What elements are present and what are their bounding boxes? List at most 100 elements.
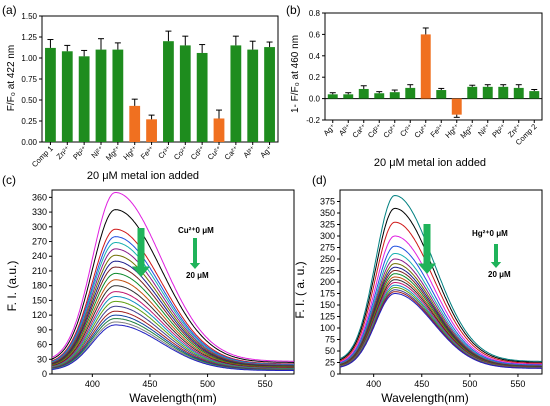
y-tick-label: 0.0 (309, 95, 321, 104)
x-tick-label: Ag⁺ (258, 144, 274, 160)
x-tick-label: Mg²⁺ (104, 144, 122, 162)
y-tick-label: 100 (320, 323, 335, 333)
y-tick-label: 1.50 (21, 12, 37, 21)
bar (129, 105, 141, 142)
x-tick-label: Cr³⁺ (156, 144, 173, 161)
series-line (340, 235, 542, 365)
bar (146, 119, 157, 142)
panel-label-d: (d) (312, 173, 327, 187)
y-tick-label: 90 (37, 325, 47, 335)
bar (78, 56, 90, 142)
bar (389, 92, 400, 99)
x-tick-label: Al³⁺ (337, 122, 353, 138)
x-tick-label: Ca²⁺ (223, 144, 241, 162)
y-tick-label: 325 (320, 220, 335, 230)
ylabel-a: F/F₀ at 422 nm (6, 45, 17, 111)
y-tick-label: 225 (320, 266, 335, 276)
y-tick-label: 210 (32, 266, 47, 276)
series-line (340, 194, 542, 362)
y-tick-label: 0.8 (309, 9, 321, 18)
y-tick-label: 275 (320, 243, 335, 253)
bar (513, 87, 524, 99)
series-line (340, 207, 542, 363)
panel-label-c: (c) (2, 173, 16, 187)
bar (213, 118, 225, 142)
annotation-cu-bottom: 20 μM (186, 271, 209, 280)
plot-frame (41, 15, 279, 143)
x-tick-label: Ni²⁺ (476, 122, 492, 138)
y-tick-label: 200 (320, 277, 335, 287)
bar (327, 94, 338, 99)
x-tick-label: Co²⁺ (172, 144, 190, 162)
annotation-hg-top: Hg²⁺0 μM (472, 229, 508, 238)
y-tick-label: 0.50 (21, 96, 37, 105)
y-tick-label: -0.2 (306, 116, 320, 125)
ylabel-b: 1- F/F₀ at 460 nm (290, 35, 301, 113)
decrease-arrow-small-icon (490, 244, 502, 268)
x-tick-label: Mg²⁺ (458, 122, 476, 140)
y-tick-label: 30 (37, 354, 47, 364)
x-tick-label: Fe³⁺ (139, 144, 156, 161)
y-tick-label: 250 (320, 254, 335, 264)
x-tick-label: 550 (258, 379, 273, 389)
y-tick-label: 75 (325, 335, 335, 345)
series-line (52, 248, 294, 366)
y-tick-label: 50 (325, 346, 335, 356)
bar (163, 41, 174, 143)
series-line (52, 254, 294, 367)
x-tick-label: Hg²⁺ (443, 122, 461, 140)
bar (405, 87, 416, 99)
series-line (52, 228, 294, 365)
y-tick-label: 0.00 (21, 138, 37, 147)
y-tick-label: 120 (32, 310, 47, 320)
bar (451, 98, 462, 115)
series-group (52, 192, 294, 371)
x-tick-label: Zn²⁺ (55, 144, 72, 161)
xlabel-b: 20 μM metal ion added (374, 157, 486, 169)
x-tick-label: Ag⁺ (322, 122, 338, 138)
decrease-arrow-small-icon (189, 238, 201, 269)
x-tick-label: Fe³⁺ (429, 122, 446, 139)
bar (196, 52, 208, 142)
plot-frame (324, 12, 543, 121)
x-tick-label: 450 (142, 379, 157, 389)
y-tick-label: 330 (32, 207, 47, 217)
x-tick-label: Co²⁺ (381, 122, 399, 140)
x-tick-label: 450 (414, 379, 429, 389)
x-tick-label: Pb²⁺ (490, 122, 507, 139)
y-tick-label: 60 (37, 340, 47, 350)
bar (179, 45, 191, 142)
bar (436, 90, 447, 99)
decrease-arrow-icon (131, 228, 151, 277)
y-tick-label: 150 (320, 300, 335, 310)
panel-label-a: (a) (2, 3, 17, 17)
x-tick-label: Cd²⁺ (189, 144, 207, 162)
xlabel-c: Wavelength(nm) (129, 391, 217, 405)
xlabel-d: Wavelength(nm) (381, 391, 469, 405)
y-tick-label: 0.6 (309, 30, 321, 39)
ylabel-c: F. I. (a.u.) (5, 261, 19, 312)
x-tick-label: Ni²⁺ (89, 144, 105, 160)
bar (264, 47, 275, 142)
bar (358, 88, 369, 99)
annotation-hg-bottom: 20 μM (488, 270, 511, 279)
series-line (52, 266, 294, 367)
y-tick-label: 180 (32, 281, 47, 291)
y-tick-label: 350 (320, 208, 335, 218)
bar (230, 45, 242, 142)
bar (467, 86, 478, 99)
x-tick-label: Comp 1 (30, 144, 55, 169)
y-tick-label: 375 (320, 197, 335, 207)
y-tick-label: 175 (320, 289, 335, 299)
bar (420, 34, 431, 99)
x-tick-label: 500 (462, 379, 477, 389)
x-tick-label: 500 (200, 379, 215, 389)
bar (374, 93, 385, 99)
y-tick-label: 0 (42, 369, 47, 379)
y-tick-label: 0.25 (21, 117, 37, 126)
series-line (52, 192, 294, 362)
x-tick-label: Pb²⁺ (71, 144, 88, 161)
series-line (340, 221, 542, 364)
x-tick-label: 550 (510, 379, 525, 389)
